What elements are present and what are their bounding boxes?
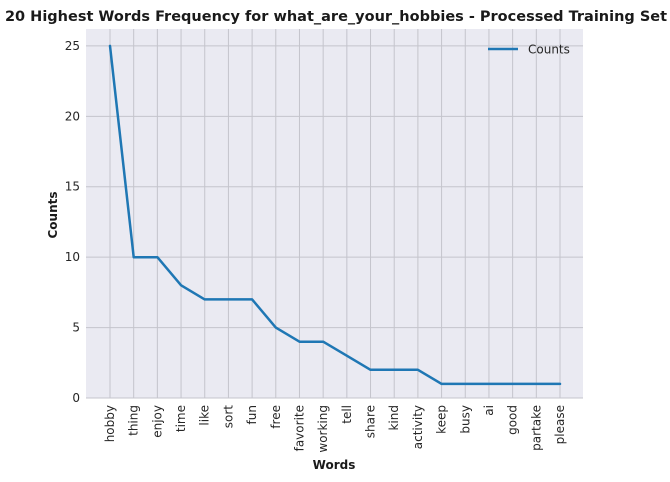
x-tick-label: free xyxy=(269,405,283,429)
chart-title: 20 Highest Words Frequency for what_are_… xyxy=(5,9,667,25)
x-axis-label: Words xyxy=(313,458,356,472)
legend-label: Counts xyxy=(528,43,570,57)
y-axis-label: Counts xyxy=(46,191,60,238)
y-tick-label: 20 xyxy=(65,109,80,123)
x-tick-label: favorite xyxy=(292,405,306,451)
x-tick-label: tell xyxy=(340,405,354,424)
x-tick-label: sort xyxy=(221,405,235,429)
x-tick-label: please xyxy=(553,405,567,444)
series-group xyxy=(108,44,562,386)
x-tick-label: share xyxy=(364,405,378,438)
x-tick-label: good xyxy=(506,405,520,435)
x-tick-label: fun xyxy=(245,405,259,424)
x-tick-label: keep xyxy=(435,405,449,434)
x-tick-label: working xyxy=(316,405,330,453)
x-tick-label: like xyxy=(198,405,212,426)
legend: Counts xyxy=(488,43,570,57)
x-tick-label: thing xyxy=(127,405,141,436)
x-tick-label: kind xyxy=(387,405,401,431)
x-tick-label: time xyxy=(174,405,188,432)
grid xyxy=(86,29,583,399)
x-axis-ticks: hobby thing enjoy time like sort fun free favori… xyxy=(103,405,567,453)
x-tick-label: busy xyxy=(458,405,472,434)
x-tick-label: hobby xyxy=(103,405,117,442)
y-tick-label: 25 xyxy=(65,39,80,53)
y-tick-label: 5 xyxy=(72,321,80,335)
series-line-counts xyxy=(108,44,562,386)
y-tick-label: 10 xyxy=(65,250,80,264)
x-tick-label: partake xyxy=(529,405,543,451)
y-axis-ticks: 0 5 10 15 20 25 xyxy=(65,39,80,405)
y-tick-label: 0 xyxy=(72,391,80,405)
x-tick-label: activity xyxy=(411,405,425,449)
y-tick-label: 15 xyxy=(65,180,80,194)
plot-area xyxy=(86,29,583,398)
x-tick-label: enjoy xyxy=(150,405,164,438)
x-tick-label: ai xyxy=(482,405,496,416)
